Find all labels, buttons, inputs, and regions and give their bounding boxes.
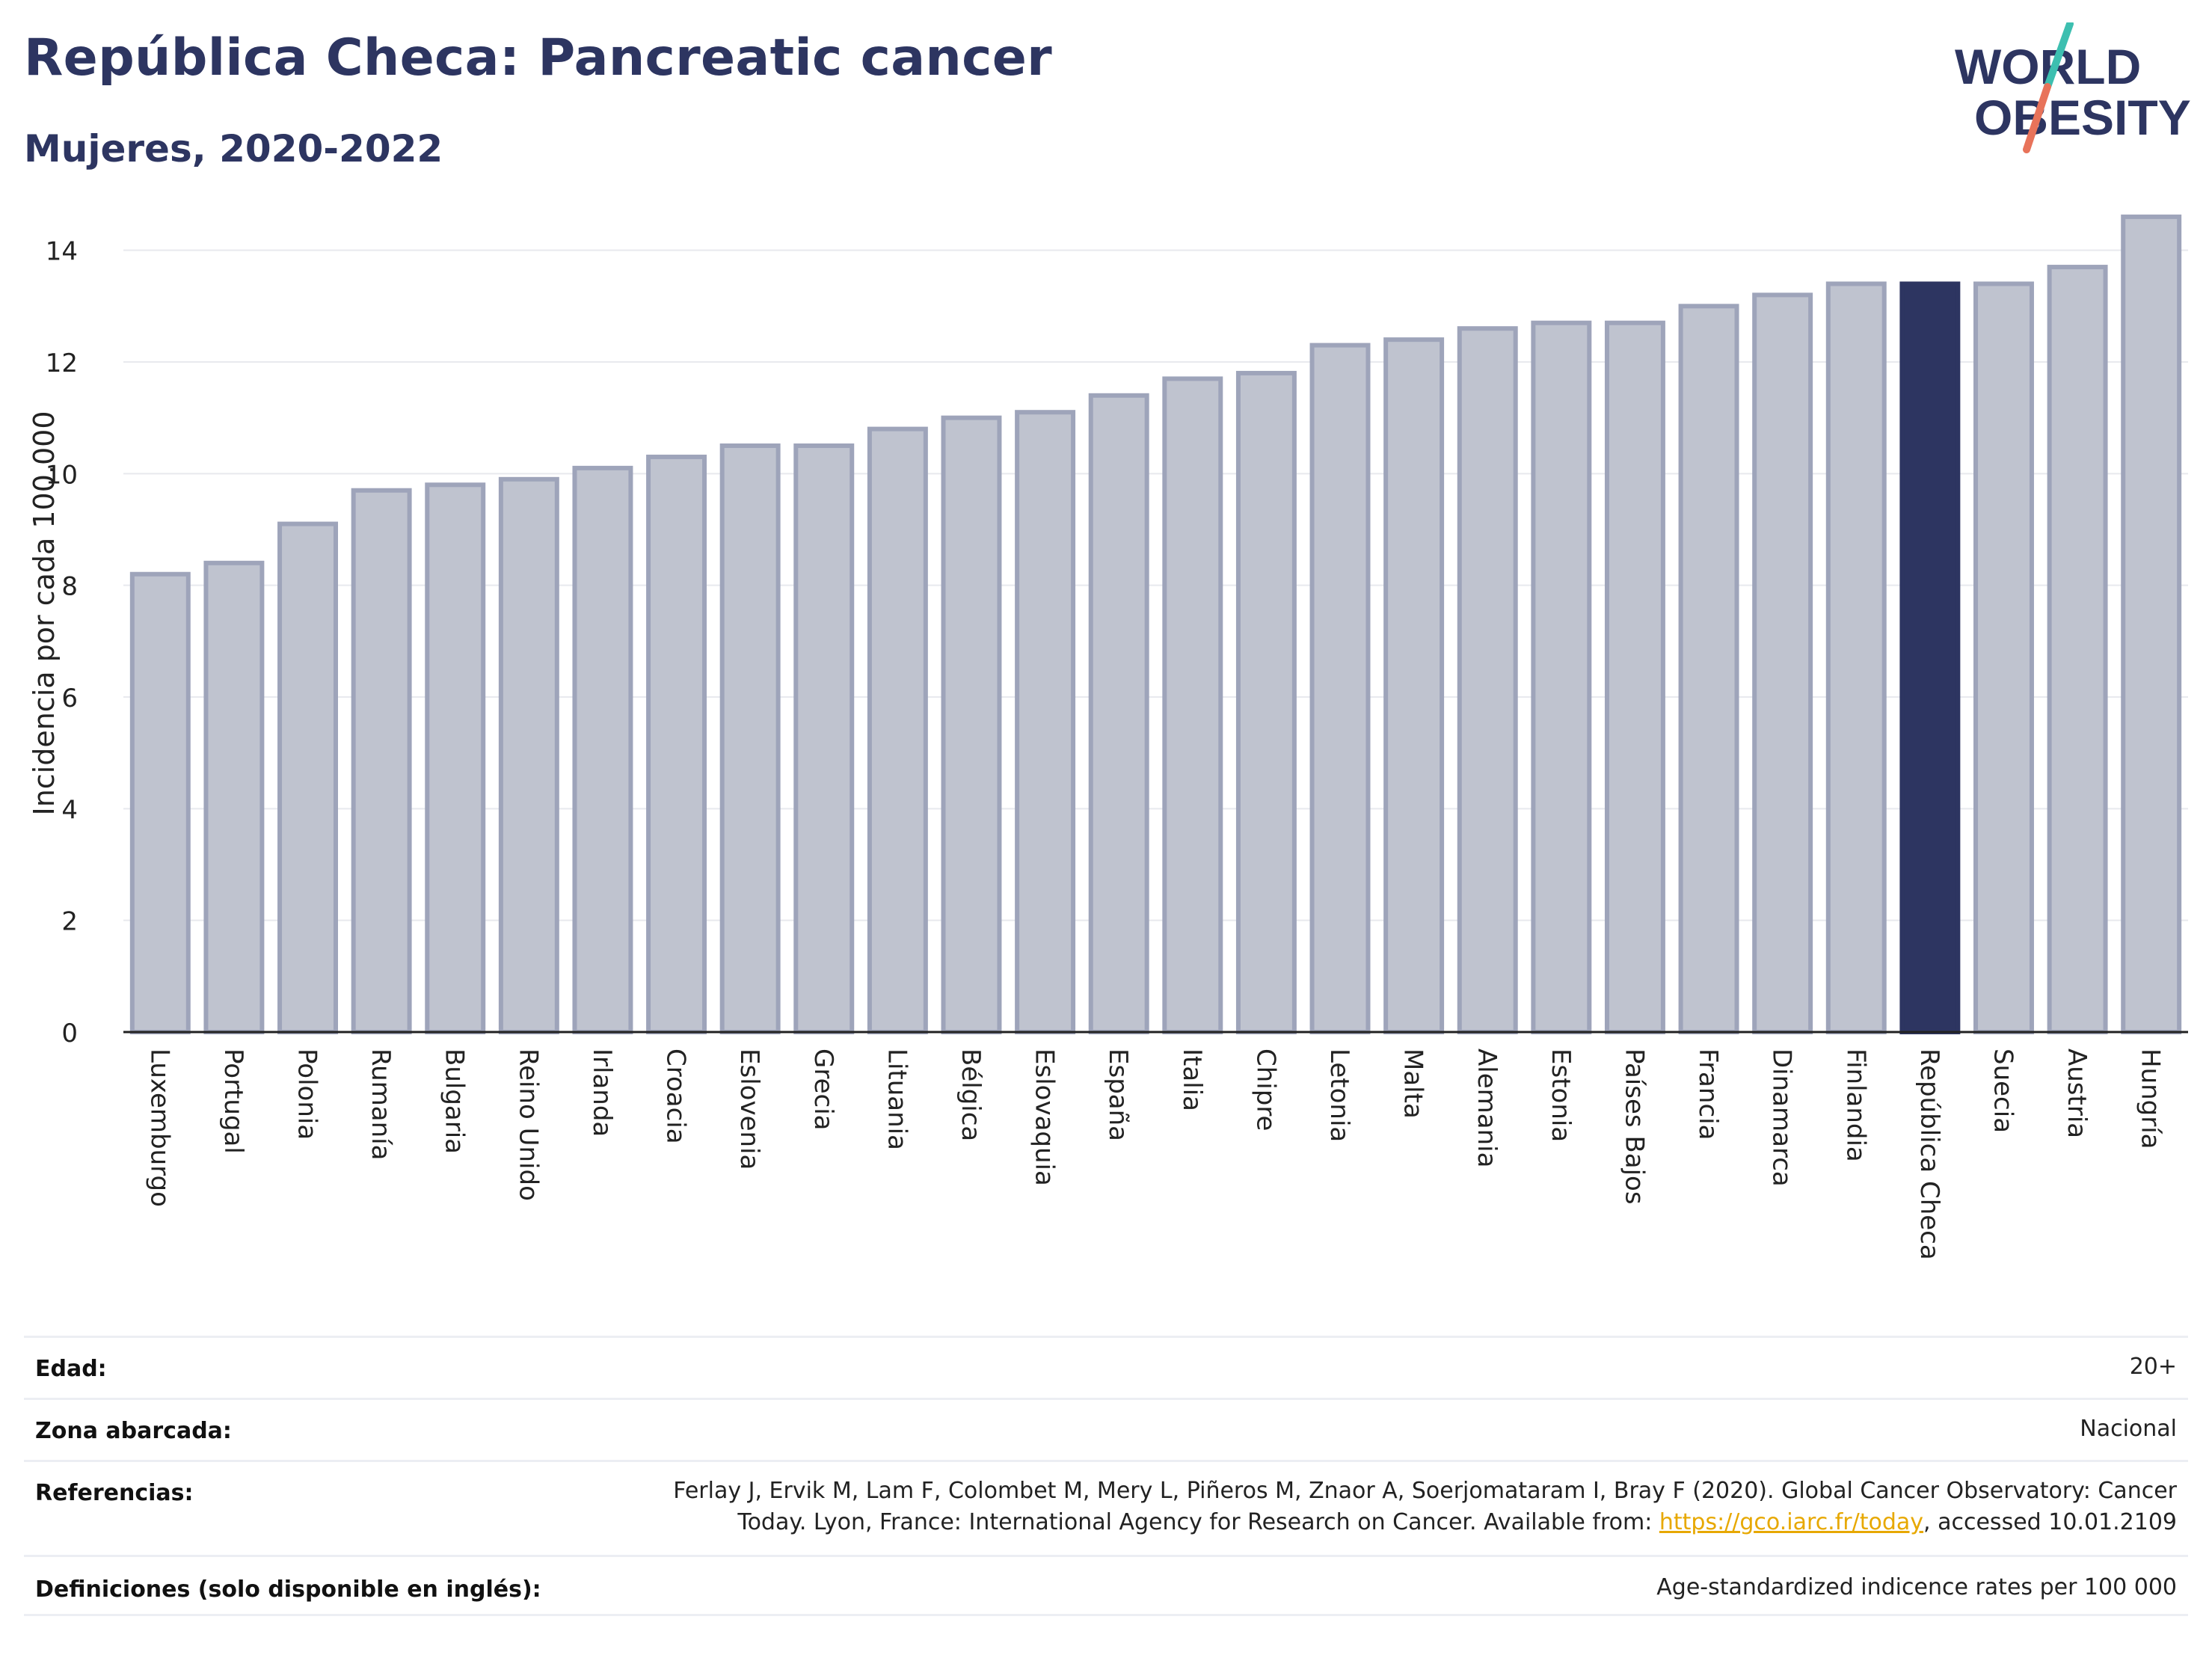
reference-text: , accessed 10.01.2109 xyxy=(1923,1509,2177,1535)
x-tick-label: Lituania xyxy=(882,1048,912,1150)
y-tick-label: 12 xyxy=(46,348,78,378)
bar xyxy=(1607,323,1663,1032)
bar xyxy=(1091,396,1147,1032)
meta-key: Zona abarcada: xyxy=(35,1418,232,1444)
metadata-table: Edad: 20+ Zona abarcada: Nacional Refere… xyxy=(24,1336,2188,1621)
meta-value: Age-standardized indicence rates per 100… xyxy=(1656,1572,2177,1603)
x-tick-label: Polonia xyxy=(292,1048,322,1140)
x-tick-label: Reino Unido xyxy=(513,1048,543,1201)
bar xyxy=(1017,412,1073,1032)
bar xyxy=(722,446,778,1032)
y-tick-label: 4 xyxy=(61,795,78,825)
x-tick-label: Irlanda xyxy=(587,1048,617,1137)
meta-bottom-border xyxy=(24,1614,2188,1616)
bar xyxy=(2050,267,2106,1032)
bar xyxy=(796,446,852,1032)
x-tick-label: Países Bajos xyxy=(1619,1048,1649,1205)
meta-row-area: Zona abarcada: Nacional xyxy=(24,1398,2188,1460)
y-tick-label: 14 xyxy=(46,237,78,267)
y-tick-label: 0 xyxy=(61,1019,78,1048)
x-tick-label: Hungría xyxy=(2136,1048,2166,1149)
bar xyxy=(1681,306,1737,1032)
x-tick-label: Eslovaquia xyxy=(1030,1048,1060,1186)
bar xyxy=(1754,295,1810,1032)
x-tick-labels: Luxemburgo Portugal Polonia Rumanía Bulgaria… xyxy=(144,1048,2165,1260)
x-tick-label: Grecia xyxy=(808,1048,838,1130)
y-tick-label: 8 xyxy=(61,572,78,602)
x-tick-label: Austria xyxy=(2062,1048,2092,1138)
x-tick-label: Francia xyxy=(1693,1048,1723,1140)
meta-key: Definiciones (solo disponible en inglés)… xyxy=(35,1576,541,1603)
reference-line-2: Today. Lyon, France: International Agenc… xyxy=(382,1507,2177,1538)
x-tick-label: Bélgica xyxy=(956,1048,986,1141)
reference-text: Today. Lyon, France: International Agenc… xyxy=(737,1509,1659,1535)
x-tick-label: Eslovenia xyxy=(734,1048,764,1170)
x-tick-label: Finlandia xyxy=(1840,1048,1870,1162)
bar xyxy=(1976,283,2032,1032)
bar xyxy=(1460,328,1516,1032)
x-tick-label: Letonia xyxy=(1324,1048,1354,1142)
x-tick-label: Chipre xyxy=(1250,1048,1280,1131)
reference-line-1: Ferlay J, Ervik M, Lam F, Colombet M, Me… xyxy=(382,1476,2177,1507)
bar xyxy=(574,468,630,1032)
bars xyxy=(132,217,2179,1032)
meta-row-references: Referencias: Ferlay J, Ervik M, Lam F, C… xyxy=(24,1460,2188,1555)
x-tick-label: Suecia xyxy=(1988,1048,2018,1133)
x-tick-label: Bulgaria xyxy=(440,1048,470,1154)
bar xyxy=(501,479,557,1032)
y-axis-label: Incidencia por cada 100.000 xyxy=(28,411,61,815)
meta-row-age: Edad: 20+ xyxy=(24,1336,2188,1398)
x-tick-label: Estonia xyxy=(1546,1048,1576,1142)
x-tick-label: Malta xyxy=(1398,1048,1428,1119)
meta-key: Referencias: xyxy=(35,1480,194,1506)
bar xyxy=(132,574,188,1032)
x-tick-label: Portugal xyxy=(218,1048,248,1154)
meta-key: Edad: xyxy=(35,1356,107,1382)
bar xyxy=(427,485,483,1032)
bar xyxy=(1164,378,1220,1032)
x-tick-label: Alemania xyxy=(1472,1048,1502,1167)
bar xyxy=(944,418,1000,1032)
bar xyxy=(2123,217,2179,1032)
bar xyxy=(1828,283,1884,1032)
y-tick-label: 6 xyxy=(61,684,78,713)
bar xyxy=(870,429,926,1032)
x-tick-label: Dinamarca xyxy=(1767,1048,1797,1187)
meta-value: Nacional xyxy=(2080,1413,2177,1445)
meta-value: 20+ xyxy=(2130,1351,2177,1383)
reference-link[interactable]: https://gco.iarc.fr/today xyxy=(1659,1509,1923,1535)
x-tick-label: Italia xyxy=(1177,1048,1207,1111)
bar xyxy=(354,491,410,1032)
x-tick-label: España xyxy=(1103,1048,1133,1141)
x-tick-label: Croacia xyxy=(661,1048,691,1144)
bar xyxy=(1238,373,1294,1032)
bar xyxy=(1533,323,1589,1032)
bar xyxy=(206,563,262,1032)
meta-value: Ferlay J, Ervik M, Lam F, Colombet M, Me… xyxy=(382,1476,2177,1538)
bar xyxy=(280,524,336,1032)
x-tick-label: Rumanía xyxy=(366,1048,396,1160)
bar xyxy=(648,457,704,1032)
bar xyxy=(1312,346,1368,1032)
x-tick-label: República Checa xyxy=(1914,1048,1944,1260)
y-tick-label: 2 xyxy=(61,907,78,937)
meta-row-definitions: Definiciones (solo disponible en inglés)… xyxy=(24,1555,2188,1621)
bar xyxy=(1386,340,1442,1032)
bar xyxy=(1902,283,1958,1032)
x-tick-label: Luxemburgo xyxy=(144,1048,174,1207)
